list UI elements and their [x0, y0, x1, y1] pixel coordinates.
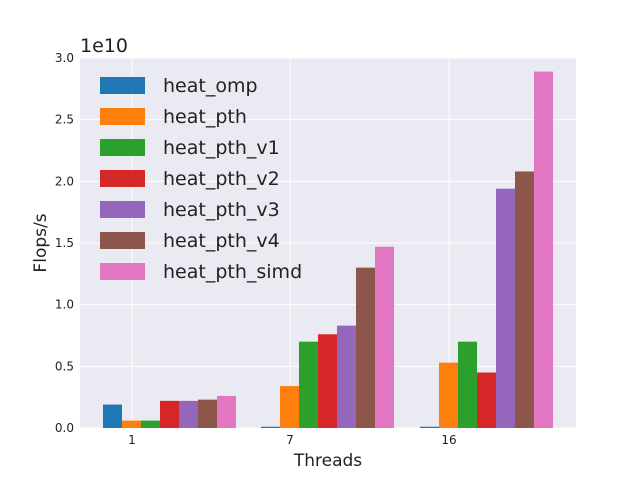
y-axis-label: Flops/s — [31, 213, 51, 272]
bar-heat-omp-16 — [420, 426, 439, 428]
bar-heat-pth-v2-7 — [318, 334, 337, 428]
legend: heat_omp heat_pth heat_pth_v1 heat_pth_v2he… — [100, 75, 302, 283]
x-tick-label: 7 — [286, 433, 294, 447]
y-tick-label: 2.5 — [55, 113, 74, 127]
x-axis-label: Threads — [293, 451, 362, 471]
bar-heat-pth-1 — [122, 420, 141, 428]
y-offset-label: 1e10 — [80, 35, 128, 57]
y-axis-ticks: 0.0 0.5 1.0 1.5 2.0 2.5 3.0 — [55, 51, 74, 435]
bar-heat-pth-v1-16 — [458, 341, 477, 428]
y-tick-label: 0.0 — [55, 421, 74, 435]
bar-heat-omp-7 — [261, 426, 280, 428]
y-tick-label: 2.0 — [55, 174, 74, 188]
x-tick-label: 16 — [441, 433, 456, 447]
bar-heat-pth-7 — [280, 386, 299, 428]
y-tick-label: 1.5 — [55, 236, 74, 250]
bar-heat-pth-simd-16 — [534, 71, 553, 429]
bar-heat-pth-v3-7 — [337, 325, 356, 428]
x-tick-label: 1 — [128, 433, 136, 447]
bar-heat-pth-v2-16 — [477, 372, 496, 428]
bar-heat-pth-v3-16 — [496, 188, 515, 428]
x-axis-ticks: 1 7 16 — [128, 433, 456, 447]
legend-swatch — [100, 232, 145, 249]
bar-heat-omp-1 — [103, 404, 122, 428]
legend-swatch — [100, 263, 145, 280]
legend-label: heat_pth_v3 — [163, 199, 280, 221]
legend-label: heat_pth — [163, 106, 247, 128]
legend-label: heat_pth_v4 — [163, 230, 280, 252]
y-tick-label: 1.0 — [55, 298, 74, 312]
legend-swatch — [100, 170, 145, 187]
bar-heat-pth-v3-1 — [179, 400, 198, 428]
bar-heat-pth-v4-1 — [198, 399, 217, 428]
bar-heat-pth-v4-7 — [356, 267, 375, 428]
bar-heat-pth-v1-7 — [299, 341, 318, 428]
bar-heat-pth-v4-16 — [515, 171, 534, 428]
y-tick-label: 0.5 — [55, 359, 74, 373]
legend-label: heat_pth_v1 — [163, 137, 280, 159]
legend-swatch — [100, 201, 145, 218]
legend-label: heat_pth_simd — [163, 261, 302, 283]
legend-swatch — [100, 77, 145, 94]
bar-heat-pth-v1-1 — [141, 420, 160, 428]
bar-heat-pth-simd-7 — [375, 246, 394, 428]
legend-label: heat_pth_v2 — [163, 168, 280, 190]
bar-heat-pth-16 — [439, 362, 458, 428]
legend-label: heat_omp — [163, 75, 258, 97]
legend-swatch — [100, 108, 145, 125]
legend-swatch — [100, 139, 145, 156]
y-tick-label: 3.0 — [55, 51, 74, 65]
bar-heat-pth-v2-1 — [160, 400, 179, 428]
bar-heat-pth-simd-1 — [217, 395, 236, 428]
bars — [103, 71, 553, 429]
